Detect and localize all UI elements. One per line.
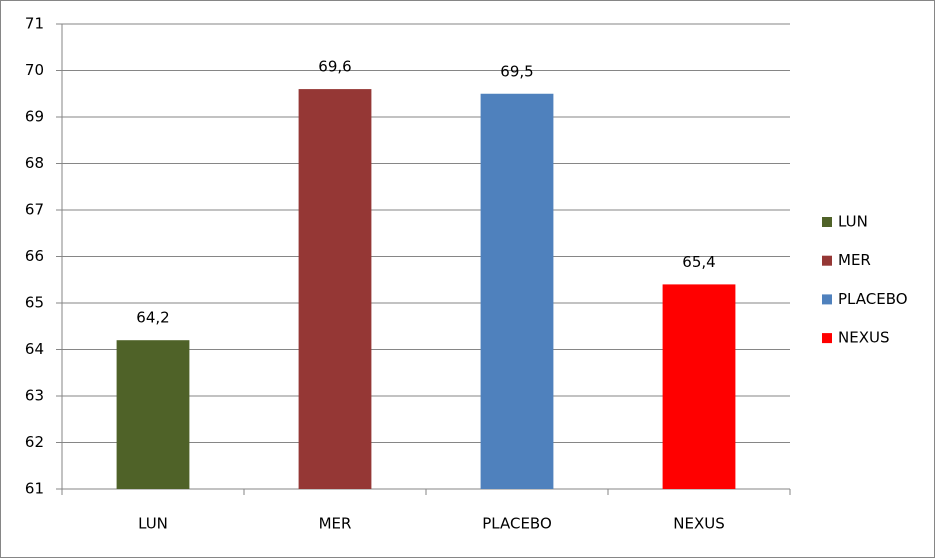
y-tick-label: 69 xyxy=(25,108,44,126)
y-tick-label: 61 xyxy=(25,480,44,498)
y-tick-label: 68 xyxy=(25,154,44,172)
legend-swatch xyxy=(822,217,832,227)
bar xyxy=(480,93,554,489)
x-tick-label: MER xyxy=(319,515,352,533)
x-tick-label: NEXUS xyxy=(673,515,724,533)
y-tick-label: 64 xyxy=(25,340,44,358)
x-tick-label: LUN xyxy=(138,515,168,533)
y-tick-label: 67 xyxy=(25,201,44,219)
legend-label: PLACEBO xyxy=(838,290,908,308)
y-tick-label: 66 xyxy=(25,247,44,265)
value-label: 64,2 xyxy=(136,309,169,327)
legend-label: NEXUS xyxy=(838,329,889,347)
y-tick-label: 62 xyxy=(25,433,44,451)
legend-label: MER xyxy=(838,251,871,269)
bar xyxy=(662,284,736,489)
y-tick-label: 71 xyxy=(25,15,44,33)
y-tick-label: 65 xyxy=(25,294,44,312)
legend-swatch xyxy=(822,255,832,266)
value-label: 69,5 xyxy=(500,62,533,80)
bar xyxy=(116,340,190,489)
bar xyxy=(298,89,372,489)
y-tick-label: 70 xyxy=(25,61,44,79)
y-tick-label: 63 xyxy=(25,387,44,405)
legend-swatch xyxy=(822,294,832,305)
x-tick-label: PLACEBO xyxy=(482,515,552,533)
value-label: 65,4 xyxy=(682,253,715,271)
value-label: 69,6 xyxy=(318,58,351,76)
legend-swatch xyxy=(822,333,832,344)
legend-label: LUN xyxy=(838,213,868,231)
